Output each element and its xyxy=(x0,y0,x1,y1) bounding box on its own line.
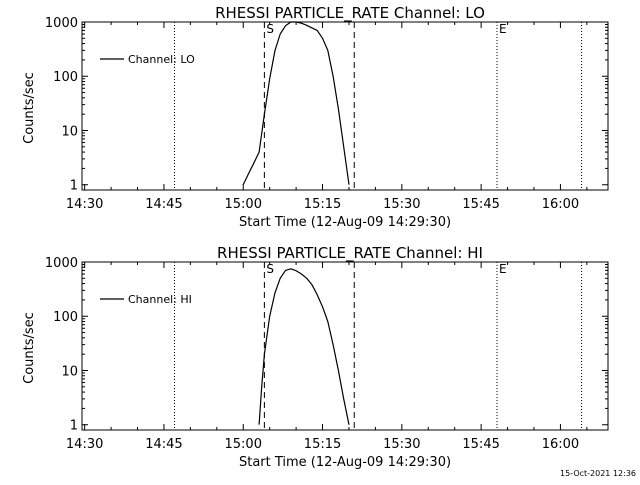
legend-entry: Channel: HI xyxy=(128,293,192,306)
marker-label: S xyxy=(266,22,274,36)
plot-frame xyxy=(81,261,609,431)
y-tick-label: 1000 xyxy=(45,16,78,31)
y-axis-label: Counts/sec xyxy=(22,72,37,144)
lo-channel-panel: RHESSI PARTICLE_RATE Channel: LO Start T… xyxy=(22,4,609,230)
y-tick-label: 1 xyxy=(70,419,78,434)
chart-title: RHESSI PARTICLE_RATE Channel: HI xyxy=(217,244,483,263)
y-axis-label: Counts/sec xyxy=(22,312,37,384)
legend-entry: Channel: LO xyxy=(128,53,195,66)
y-tick-label: 100 xyxy=(53,310,78,325)
x-tick-label: 14:45 xyxy=(145,197,182,212)
marker-label: S xyxy=(266,262,274,276)
x-axis-label: Start Time (12-Aug-09 14:29:30) xyxy=(239,455,451,470)
x-tick-label: 14:30 xyxy=(66,197,103,212)
series-line xyxy=(258,268,350,425)
x-tick-label: 14:30 xyxy=(66,437,103,452)
footer-timestamp: 15-Oct-2021 12:36 xyxy=(560,469,636,478)
hi-channel-panel: RHESSI PARTICLE_RATE Channel: HI Start T… xyxy=(22,244,609,470)
x-tick-label: 15:30 xyxy=(383,437,420,452)
marker-label: E xyxy=(499,22,507,36)
x-tick-label: 15:00 xyxy=(225,437,262,452)
marker-label: E xyxy=(499,262,507,276)
y-tick-label: 100 xyxy=(53,70,78,85)
plot-frame xyxy=(81,21,609,191)
y-tick-label: 10 xyxy=(61,124,78,139)
x-axis-label: Start Time (12-Aug-09 14:29:30) xyxy=(239,215,451,230)
x-tick-label: 15:00 xyxy=(225,197,262,212)
series-line xyxy=(242,21,350,185)
x-tick-label: 15:45 xyxy=(462,437,499,452)
chart-title: RHESSI PARTICLE_RATE Channel: LO xyxy=(215,4,485,23)
y-tick-label: 10 xyxy=(61,364,78,379)
x-tick-label: 16:00 xyxy=(542,197,579,212)
x-tick-label: 15:45 xyxy=(462,197,499,212)
x-tick-label: 16:00 xyxy=(542,437,579,452)
y-tick-label: 1 xyxy=(70,179,78,194)
y-tick-label: 1000 xyxy=(45,256,78,271)
x-tick-label: 15:30 xyxy=(383,197,420,212)
x-tick-label: 14:45 xyxy=(145,437,182,452)
x-tick-label: 15:15 xyxy=(304,197,341,212)
x-tick-label: 15:15 xyxy=(304,437,341,452)
